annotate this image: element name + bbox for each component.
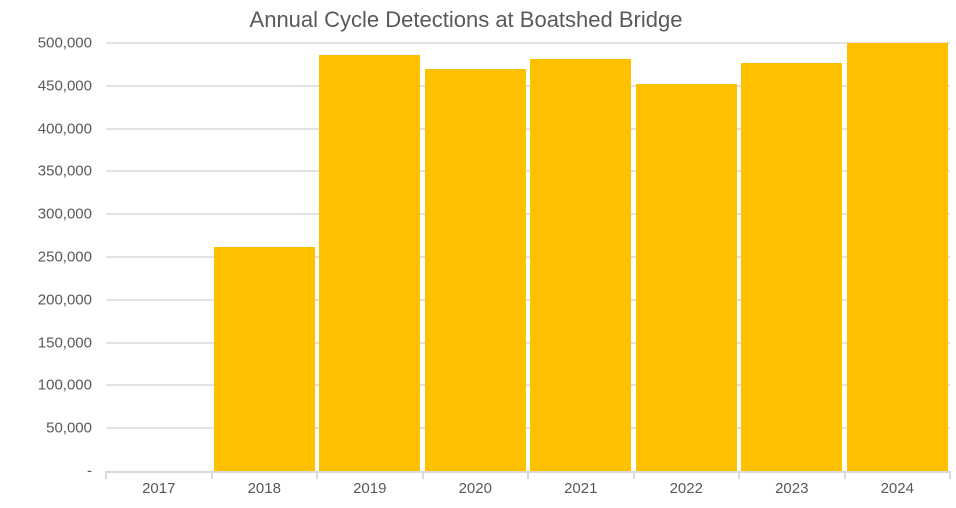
x-axis-tick-mark (105, 471, 107, 479)
x-axis-tick-mark (210, 471, 213, 479)
y-axis-tick-label: - (87, 462, 92, 480)
y-axis-tick-label: 100,000 (37, 376, 92, 394)
x-axis-tick-label: 2019 (353, 480, 387, 497)
x-axis-tick-label: 2021 (564, 480, 598, 497)
x-axis-tick-mark (421, 471, 424, 479)
x-axis-tick-label: 2017 (142, 480, 176, 497)
bar-2023 (741, 62, 843, 471)
x-axis-tick-mark (316, 471, 318, 479)
x-axis-tick-label: 2020 (458, 480, 492, 497)
gridline (106, 42, 950, 44)
y-axis-tick-label: 50,000 (46, 419, 92, 437)
bar-2020 (424, 68, 526, 471)
y-axis-tick-label: 450,000 (37, 77, 92, 95)
gridline (106, 256, 950, 258)
bar-2019 (319, 54, 421, 471)
y-axis-tick-label: 400,000 (37, 120, 92, 138)
bar-2022 (635, 84, 737, 471)
x-axis-tick-mark (949, 471, 951, 479)
x-axis-tick-mark (843, 471, 846, 479)
gridline (106, 298, 950, 301)
gridline (106, 170, 950, 173)
x-axis-tick-label: 2023 (775, 480, 809, 497)
x-axis-tick-label: 2018 (247, 480, 281, 497)
x-axis-tick-mark (527, 471, 529, 479)
bar-2021 (530, 59, 632, 471)
x-axis-line (105, 471, 951, 479)
x-axis-tick-label: 2022 (669, 480, 703, 497)
gridline (106, 213, 950, 216)
bar-2018 (213, 246, 315, 471)
x-axis-tick-mark (738, 471, 740, 479)
y-axis-tick-label: 350,000 (37, 162, 92, 180)
gridline (106, 84, 950, 87)
y-axis-tick-label: 500,000 (37, 34, 92, 52)
x-axis-tick-mark (632, 471, 635, 479)
gridline (106, 427, 950, 430)
y-axis-tick-label: 200,000 (37, 291, 92, 309)
x-axis-tick-label: 2024 (880, 480, 914, 497)
gridline (106, 127, 950, 130)
chart-title: Annual Cycle Detections at Boatshed Brid… (249, 7, 683, 32)
y-axis-tick-label: 250,000 (37, 248, 92, 266)
y-axis: - 50,000 100,000 150,000 200,000 250,000 300,0… (0, 35, 92, 480)
gridline (106, 384, 950, 387)
gridline (106, 341, 950, 344)
plot-area (106, 42, 950, 473)
x-axis: 2017 2018 2019 2020 2021 2022 2023 2024 (106, 480, 950, 502)
y-axis-tick-label: 300,000 (37, 205, 92, 223)
y-axis-tick-label: 150,000 (37, 334, 92, 352)
bar-2024 (846, 43, 948, 471)
